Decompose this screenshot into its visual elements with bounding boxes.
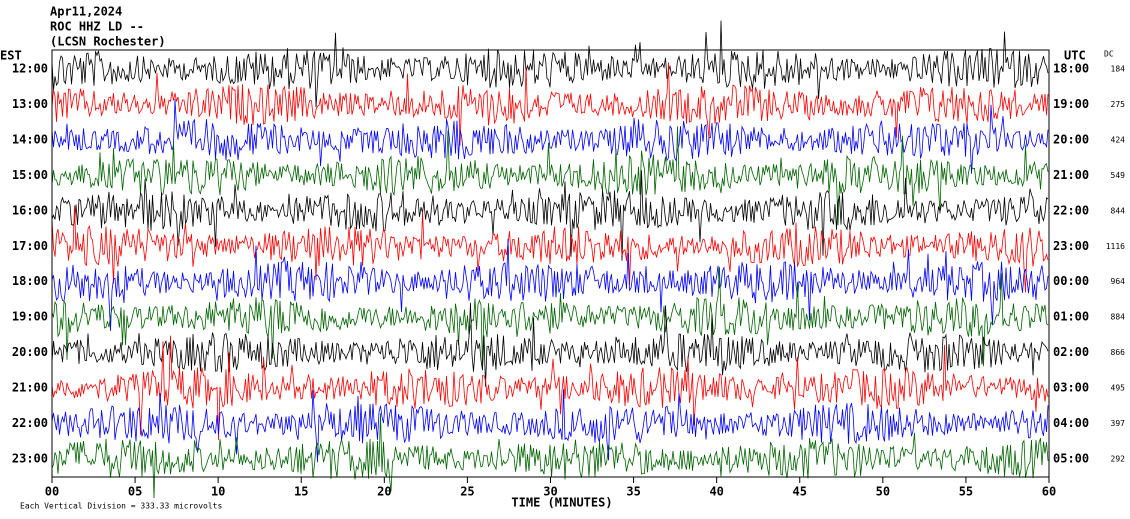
dc-value: 549	[1111, 171, 1126, 180]
network: (LCSN Rochester)	[50, 35, 166, 49]
dc-value: 275	[1111, 100, 1126, 109]
est-time: 15:00	[12, 168, 48, 182]
station: ROC HHZ LD --	[50, 20, 144, 34]
est-time: 12:00	[12, 62, 48, 76]
dc-value: 866	[1111, 348, 1126, 357]
trace	[51, 205, 1049, 293]
utc-time: 04:00	[1053, 416, 1089, 430]
est-time: 14:00	[12, 132, 48, 146]
est-time: 19:00	[12, 310, 48, 324]
x-tick-label: 00	[45, 485, 59, 499]
utc-time: 02:00	[1053, 345, 1089, 359]
utc-time: 01:00	[1053, 310, 1089, 324]
x-tick-label: 40	[709, 485, 723, 499]
utc-time: 00:00	[1053, 274, 1089, 288]
utc-time: 23:00	[1053, 239, 1089, 253]
trace	[51, 20, 1049, 108]
utc-time: 22:00	[1053, 203, 1089, 217]
trace	[51, 413, 1049, 499]
x-tick-label: 35	[626, 485, 640, 499]
trace	[51, 389, 1049, 463]
est-time: 17:00	[12, 239, 48, 253]
x-tick-label: 15	[294, 485, 308, 499]
dc-value: 964	[1111, 277, 1126, 286]
dc-value: 184	[1111, 65, 1126, 74]
trace	[51, 126, 1049, 226]
x-tick-label: 55	[959, 485, 973, 499]
utc-time: 05:00	[1053, 451, 1089, 465]
dc-value: 884	[1111, 313, 1126, 322]
dc-value: 1116	[1106, 242, 1125, 251]
est-time: 20:00	[12, 345, 48, 359]
utc-time: 19:00	[1053, 97, 1089, 111]
dc-value: 397	[1111, 419, 1126, 428]
date: Apr11,2024	[50, 5, 122, 19]
trace	[51, 62, 1049, 146]
x-tick-label: 20	[377, 485, 391, 499]
x-tick-label: 60	[1042, 485, 1056, 499]
x-tick-label: 05	[128, 485, 142, 499]
dc-value: 292	[1111, 454, 1126, 463]
traces	[51, 20, 1049, 499]
est-time: 13:00	[12, 97, 48, 111]
dc-value: 424	[1111, 135, 1126, 144]
est-time: 23:00	[12, 451, 48, 465]
x-tick-label: 10	[211, 485, 225, 499]
dc-label: DC	[1104, 50, 1114, 59]
x-tick-label: 45	[793, 485, 807, 499]
x-tick-label: 50	[876, 485, 890, 499]
utc-time: 20:00	[1053, 132, 1089, 146]
footer: Each Vertical Division = 333.33 microvol…	[20, 502, 222, 511]
x-tick-label: 25	[460, 485, 474, 499]
est-time: 22:00	[12, 416, 48, 430]
est-time: 21:00	[12, 381, 48, 395]
trace	[51, 302, 1049, 387]
est-time: 18:00	[12, 274, 48, 288]
x-axis-title: TIME (MINUTES)	[511, 496, 612, 510]
trace	[51, 170, 1049, 261]
est-label: EST	[0, 49, 22, 63]
dc-value: 495	[1111, 384, 1126, 393]
dc-value: 844	[1111, 206, 1126, 215]
est-time: 16:00	[12, 203, 48, 217]
utc-time: 03:00	[1053, 381, 1089, 395]
utc-time: 18:00	[1053, 62, 1089, 76]
utc-label: UTC	[1064, 49, 1086, 63]
trace	[51, 99, 1049, 174]
trace	[51, 266, 1049, 368]
x-tick-label: 30	[543, 485, 557, 499]
trace	[51, 335, 1049, 441]
utc-time: 21:00	[1053, 168, 1089, 182]
trace	[51, 238, 1049, 331]
